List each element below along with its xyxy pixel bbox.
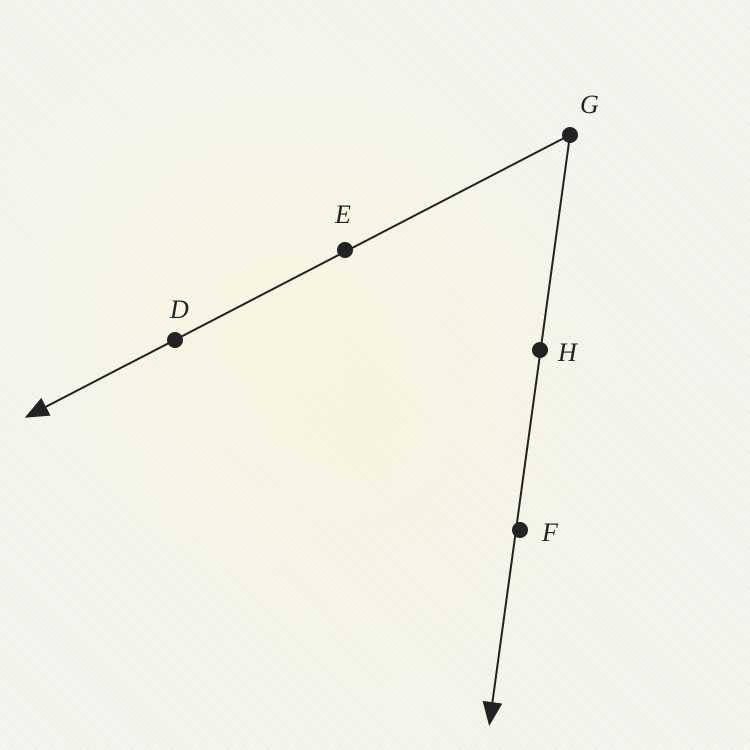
label-d: D: [170, 295, 189, 325]
ray-gd: [30, 135, 570, 415]
point-g: [562, 127, 578, 143]
point-e: [337, 242, 353, 258]
point-h: [532, 342, 548, 358]
diagram-svg: [0, 0, 750, 750]
point-d: [167, 332, 183, 348]
ray-gf: [490, 135, 570, 720]
label-g: G: [580, 90, 599, 120]
geometry-diagram: D E G H F: [0, 0, 750, 750]
point-f: [512, 522, 528, 538]
label-e: E: [335, 200, 351, 230]
label-f: F: [542, 518, 558, 548]
label-h: H: [558, 338, 577, 368]
